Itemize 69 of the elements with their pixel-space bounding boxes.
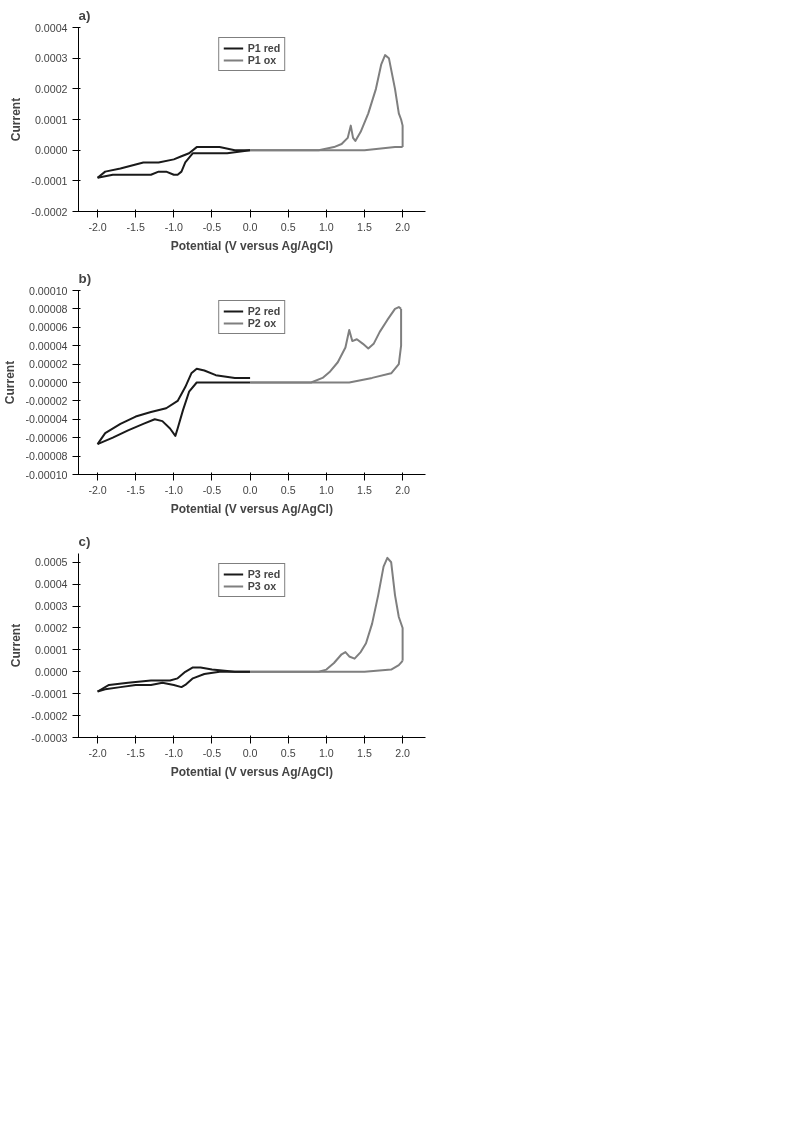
x-tick-label: -2.0 [88, 220, 107, 233]
x-tick-label: 1.5 [357, 483, 372, 496]
y-tick-label: 0.00008 [28, 302, 68, 315]
y-tick-label: 0.00004 [28, 339, 68, 352]
x-tick-label: -1.0 [164, 220, 184, 233]
y-tick-label: 0.0003 [34, 600, 68, 613]
x-axis-title: Potential (V versus Ag/AgCl) [170, 501, 333, 516]
x-tick-label: 2.0 [395, 746, 411, 759]
y-tick-label: 0.0000 [34, 144, 68, 157]
y-tick-label: 0.00000 [28, 376, 68, 389]
x-tick-label: -1.5 [126, 220, 145, 233]
y-tick-label: 0.0000 [34, 665, 68, 678]
y-axis-title: Current [9, 97, 24, 142]
x-tick-label: 1.0 [318, 483, 334, 496]
x-tick-label: 2.0 [395, 220, 411, 233]
y-tick-label: 0.0001 [34, 113, 68, 126]
x-tick-label: -0.5 [202, 483, 222, 496]
x-tick-label: -1.5 [126, 746, 145, 759]
x-tick-label: -2.0 [88, 483, 107, 496]
x-tick-label: 0.5 [280, 746, 296, 759]
x-tick-label: 0.5 [280, 483, 296, 496]
y-tick-label: -0.00002 [25, 394, 68, 407]
y-tick-label: -0.0002 [31, 205, 68, 218]
legend-label: P3 red [247, 568, 281, 580]
y-tick-label: -0.00008 [25, 450, 68, 463]
y-tick-label: -0.00004 [25, 413, 68, 426]
legend-label: P1 ox [247, 54, 277, 66]
x-tick-label: 1.0 [318, 220, 334, 233]
legend-label: P2 red [247, 305, 281, 317]
x-tick-label: 0.0 [242, 220, 258, 233]
x-tick-label: 1.5 [357, 220, 372, 233]
y-tick-label: -0.0003 [31, 731, 68, 744]
y-axis-title: Current [3, 360, 18, 405]
x-tick-label: 2.0 [395, 483, 411, 496]
chart-title: c) [78, 533, 91, 549]
legend-label: P2 ox [247, 317, 277, 329]
x-tick-label: -2.0 [88, 746, 107, 759]
x-tick-label: 1.0 [318, 746, 334, 759]
y-tick-label: 0.0002 [34, 621, 68, 634]
y-tick-label: 0.0002 [34, 82, 68, 95]
chart-title: b) [78, 270, 92, 286]
x-tick-label: -1.5 [126, 483, 145, 496]
x-tick-label: -1.0 [164, 483, 184, 496]
x-axis-title: Potential (V versus Ag/AgCl) [170, 238, 333, 253]
y-tick-label: -0.0001 [31, 687, 68, 700]
legend-label: P3 ox [247, 580, 277, 592]
y-tick-label: 0.00002 [28, 358, 68, 371]
x-tick-label: 0.5 [280, 220, 296, 233]
chart-title: a) [78, 7, 91, 23]
y-tick-label: 0.0005 [34, 556, 68, 569]
x-tick-label: 0.0 [242, 746, 258, 759]
y-tick-label: -0.00006 [25, 431, 68, 444]
y-tick-label: 0.0001 [34, 643, 68, 656]
y-tick-label: -0.0002 [31, 709, 68, 722]
x-tick-label: 0.0 [242, 483, 258, 496]
x-tick-label: -1.0 [164, 746, 184, 759]
y-axis-title: Current [9, 623, 24, 668]
x-tick-label: -0.5 [202, 220, 222, 233]
x-tick-label: -0.5 [202, 746, 222, 759]
y-tick-label: -0.00010 [25, 468, 68, 481]
y-tick-label: 0.0004 [34, 578, 68, 591]
y-tick-label: 0.00010 [28, 284, 68, 297]
y-tick-label: 0.0003 [34, 52, 68, 65]
legend-label: P1 red [247, 42, 281, 54]
y-tick-label: 0.00006 [28, 321, 68, 334]
y-tick-label: 0.0004 [34, 21, 68, 34]
y-tick-label: -0.0001 [31, 174, 68, 187]
x-axis-title: Potential (V versus Ag/AgCl) [170, 764, 333, 779]
x-tick-label: 1.5 [357, 746, 372, 759]
